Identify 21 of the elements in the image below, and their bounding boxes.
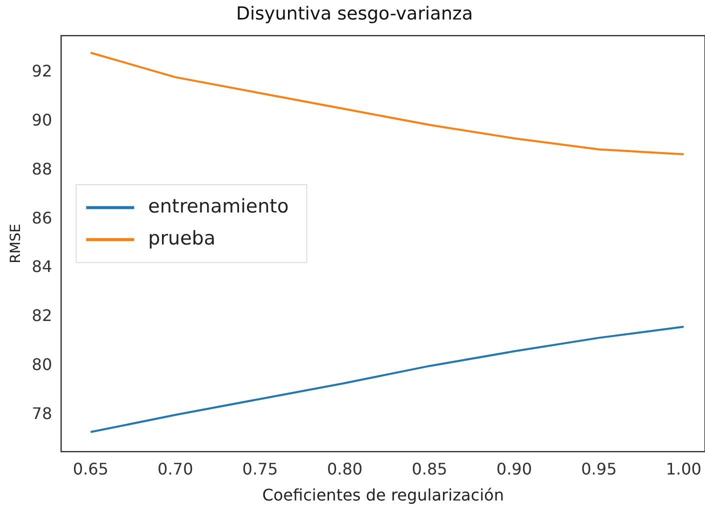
y-tick-label: 88 bbox=[32, 159, 52, 178]
x-tick-label: 0.90 bbox=[496, 459, 532, 478]
x-tick-label: 0.70 bbox=[158, 459, 194, 478]
y-tick-label: 86 bbox=[32, 208, 52, 228]
x-axis-title: Coeficientes de regularización bbox=[262, 486, 504, 505]
y-axis-title: RMSE bbox=[8, 224, 24, 264]
chart-title: Disyuntiva sesgo-varianza bbox=[236, 3, 473, 24]
legend-label: entrenamiento bbox=[148, 196, 289, 218]
x-tick-label: 0.75 bbox=[242, 459, 278, 478]
x-tick-label: 0.85 bbox=[412, 459, 448, 478]
y-tick-label: 82 bbox=[32, 306, 52, 326]
y-tick-label: 90 bbox=[32, 110, 52, 130]
x-tick-label: 0.95 bbox=[581, 459, 617, 478]
legend-label: prueba bbox=[148, 228, 216, 250]
y-tick-label: 84 bbox=[32, 257, 52, 276]
y-tick-label: 80 bbox=[32, 355, 52, 374]
x-tick-label: 0.80 bbox=[326, 459, 363, 478]
x-tick-label: 1.00 bbox=[666, 459, 702, 478]
y-tick-label: 92 bbox=[32, 61, 52, 80]
x-tick-label: 0.65 bbox=[72, 459, 108, 478]
y-tick-label: 78 bbox=[32, 404, 52, 424]
